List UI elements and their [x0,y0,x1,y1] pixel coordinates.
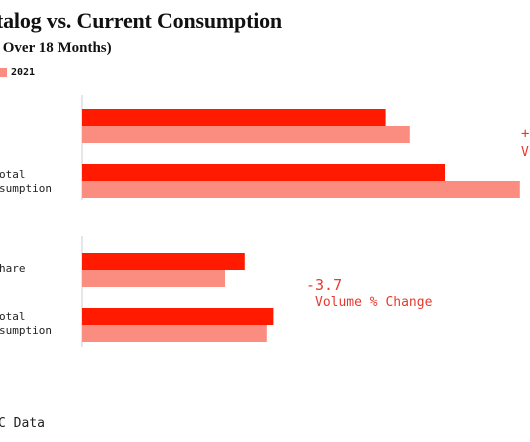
legend: 2021 [0,67,35,78]
annotation-group1-value: + [521,126,530,142]
category-label-3: hare [0,262,26,275]
bar-series2-cat4 [82,325,267,342]
legend-swatch-2021 [0,68,7,77]
bar-series1-cat1 [82,109,386,126]
bar-series2-cat3 [82,270,225,287]
chart-subtitle: - Over 18 Months) [0,40,112,56]
legend-label-2021: 2021 [11,67,36,78]
annotation-group2-value: -3.7 [306,276,343,294]
bar-series1-cat2 [82,164,445,181]
category-label-2: otal sumption [0,168,52,195]
bar-series2-cat1 [82,126,410,143]
annotation-group2-text: Volume % Change [315,295,433,310]
annotation-group1-text: V [521,145,529,160]
category-label-4: otal sumption [0,310,52,337]
bar-chart [81,95,520,347]
bar-series1-cat3 [82,253,245,270]
chart-title: talog vs. Current Consumption [0,8,282,33]
source-note: C Data [0,416,45,431]
bar-series1-cat4 [82,308,274,325]
bar-series2-cat2 [82,181,520,198]
